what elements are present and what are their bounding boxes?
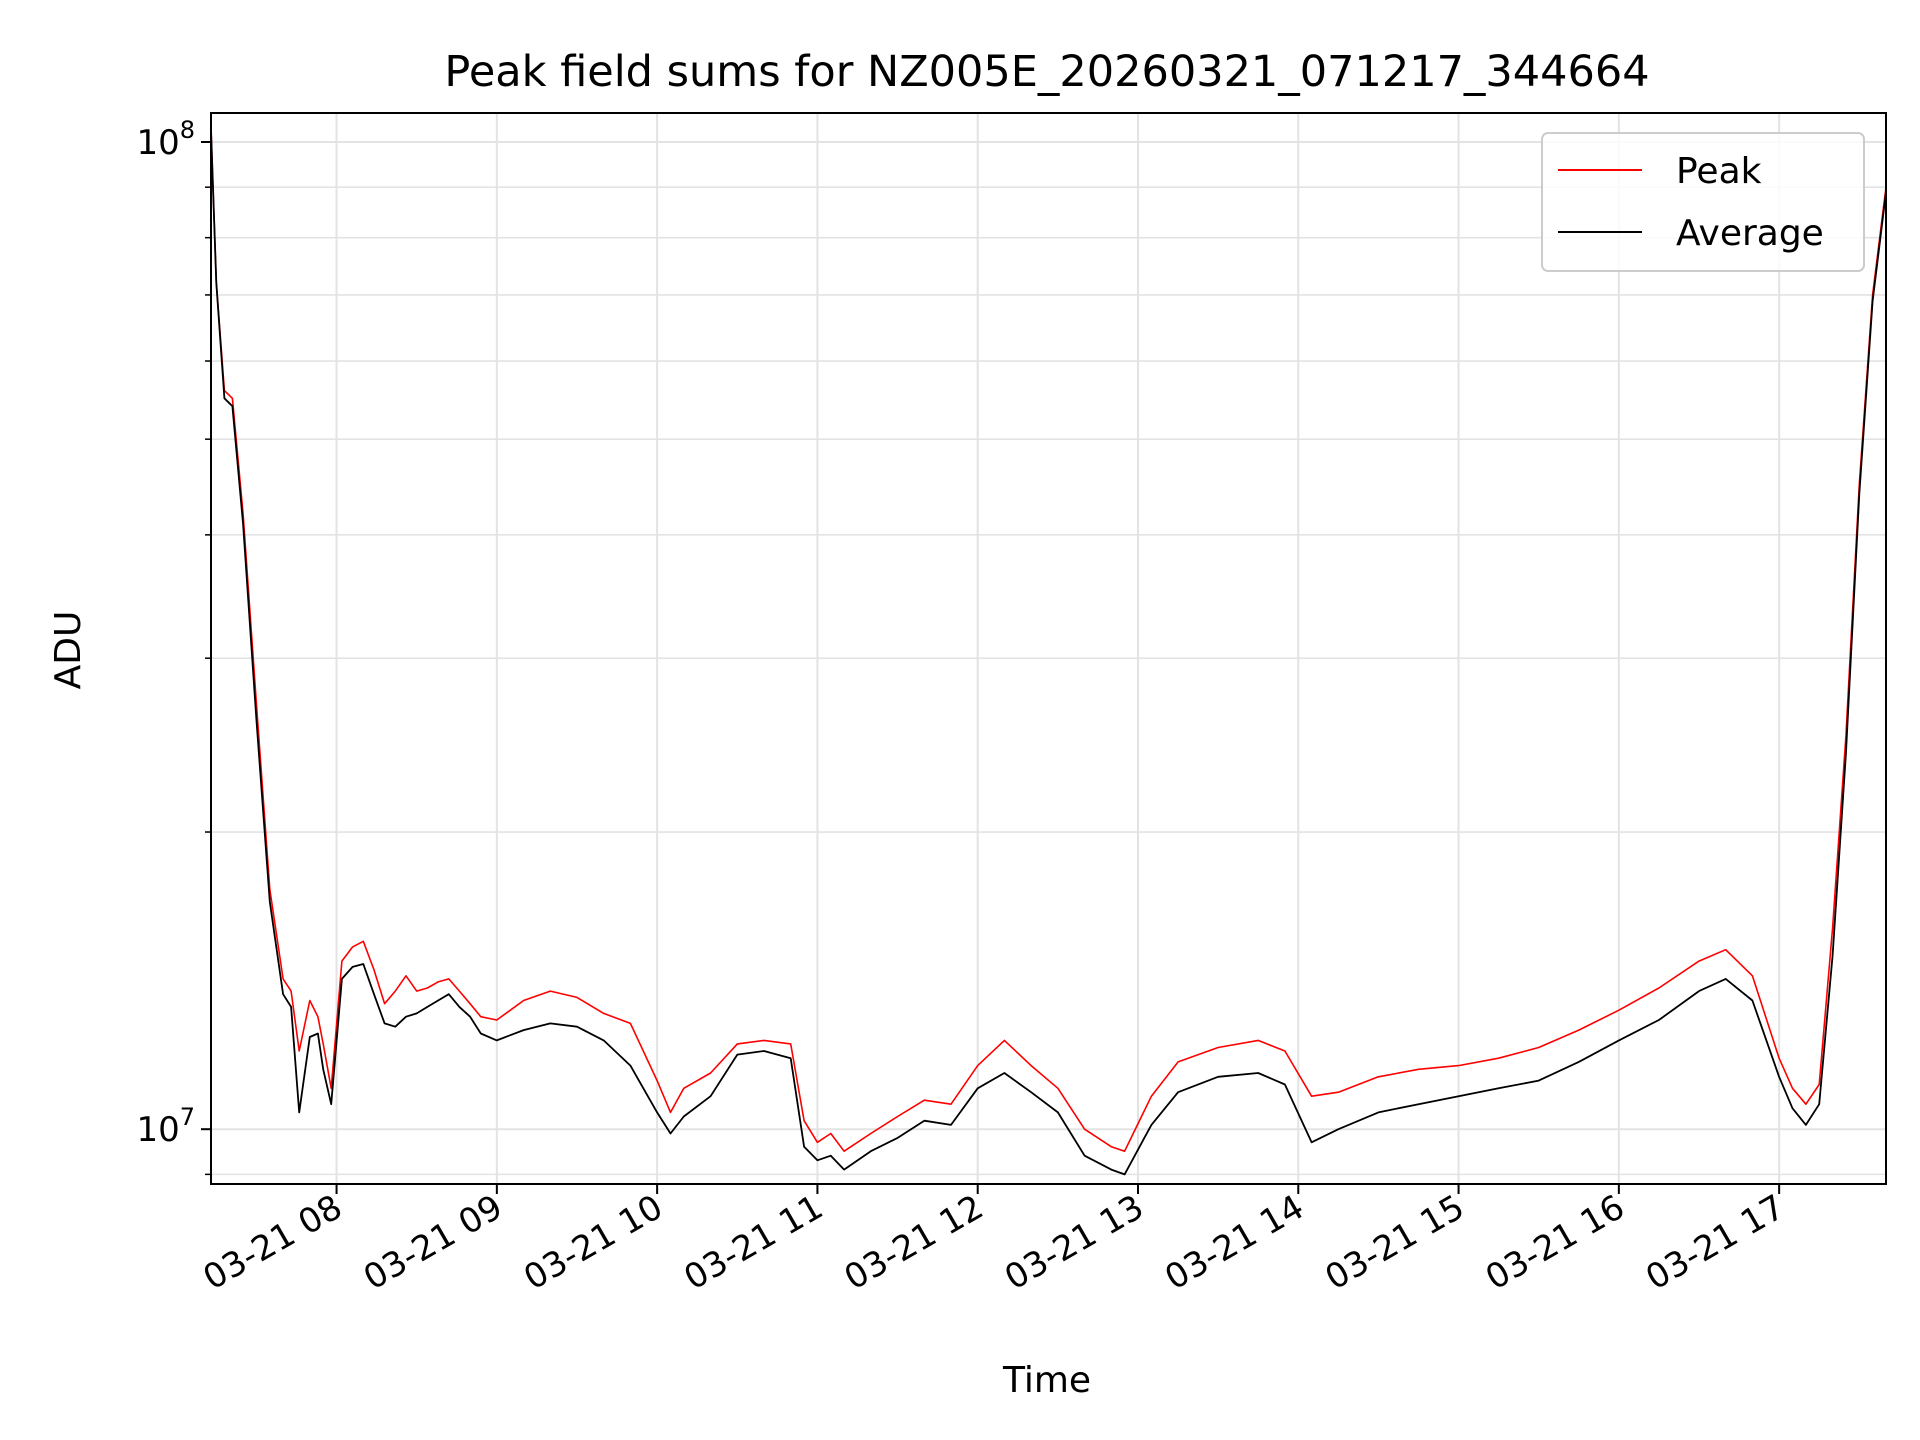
plot-frame bbox=[210, 112, 1887, 1185]
series-line-average bbox=[210, 129, 1887, 1176]
legend-label-peak[interactable]: Peak bbox=[1676, 151, 1762, 192]
legend[interactable]: Peak Average bbox=[1541, 132, 1865, 272]
legend-label-average[interactable]: Average bbox=[1676, 213, 1824, 254]
y-axis: 107 108 bbox=[136, 116, 211, 1176]
y-tick-label: 107 bbox=[136, 1103, 195, 1150]
x-axis-label: Time bbox=[1002, 1360, 1091, 1401]
y-tick-label: 108 bbox=[136, 116, 195, 163]
chart-title: Peak field sums for NZ005E_20260321_0712… bbox=[444, 47, 1649, 97]
y-axis-label: ADU bbox=[48, 611, 89, 690]
legend-box bbox=[1541, 132, 1865, 272]
series-layer bbox=[210, 129, 1887, 1176]
series-line-peak bbox=[210, 129, 1887, 1152]
